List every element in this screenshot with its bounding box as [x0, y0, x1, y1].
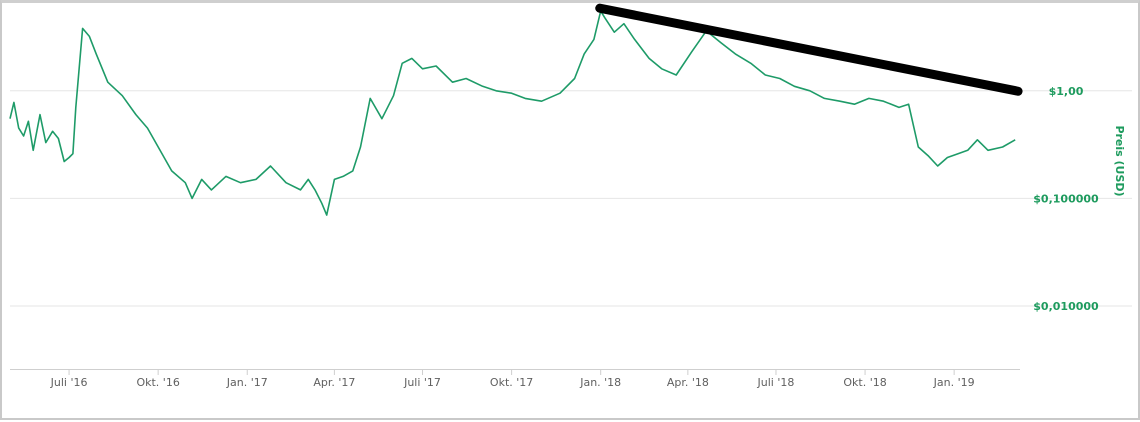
x-tick-label-9: Okt. '18 — [843, 376, 886, 389]
x-tick-label-3: Apr. '17 — [313, 376, 355, 389]
x-tick-label-8: Juli '18 — [757, 376, 795, 389]
x-tick-label-10: Jan. '19 — [933, 376, 975, 389]
x-tick-label-1: Okt. '16 — [136, 376, 179, 389]
x-tick-label-6: Jan. '18 — [579, 376, 621, 389]
x-tick-label-2: Jan. '17 — [226, 376, 268, 389]
y-axis: $1,00 $0,100000 $0,010000 — [1033, 85, 1099, 313]
price-line-0 — [9, 10, 1016, 216]
x-tick-label-7: Apr. '18 — [667, 376, 709, 389]
price-series — [9, 10, 1016, 216]
x-tick-label-5: Okt. '17 — [490, 376, 533, 389]
x-tick-label-0: Juli '16 — [50, 376, 88, 389]
y-tick-label-0: $1,00 — [1049, 85, 1084, 98]
y-tick-label-1: $0,100000 — [1033, 192, 1099, 205]
x-axis: Juli '16 Okt. '16 Jan. '17 Apr. '17 Juli '17… — [10, 369, 1020, 389]
trend-line — [595, 3, 1023, 96]
y-axis-label: Preis (USD) — [1113, 125, 1126, 196]
trend-line-group — [595, 3, 1023, 96]
grid-lines — [10, 90, 1132, 307]
price-chart: Juli '16 Okt. '16 Jan. '17 Apr. '17 Juli '17… — [9, 3, 1132, 389]
y-tick-label-2: $0,010000 — [1033, 300, 1099, 313]
x-tick-label-4: Juli '17 — [403, 376, 441, 389]
